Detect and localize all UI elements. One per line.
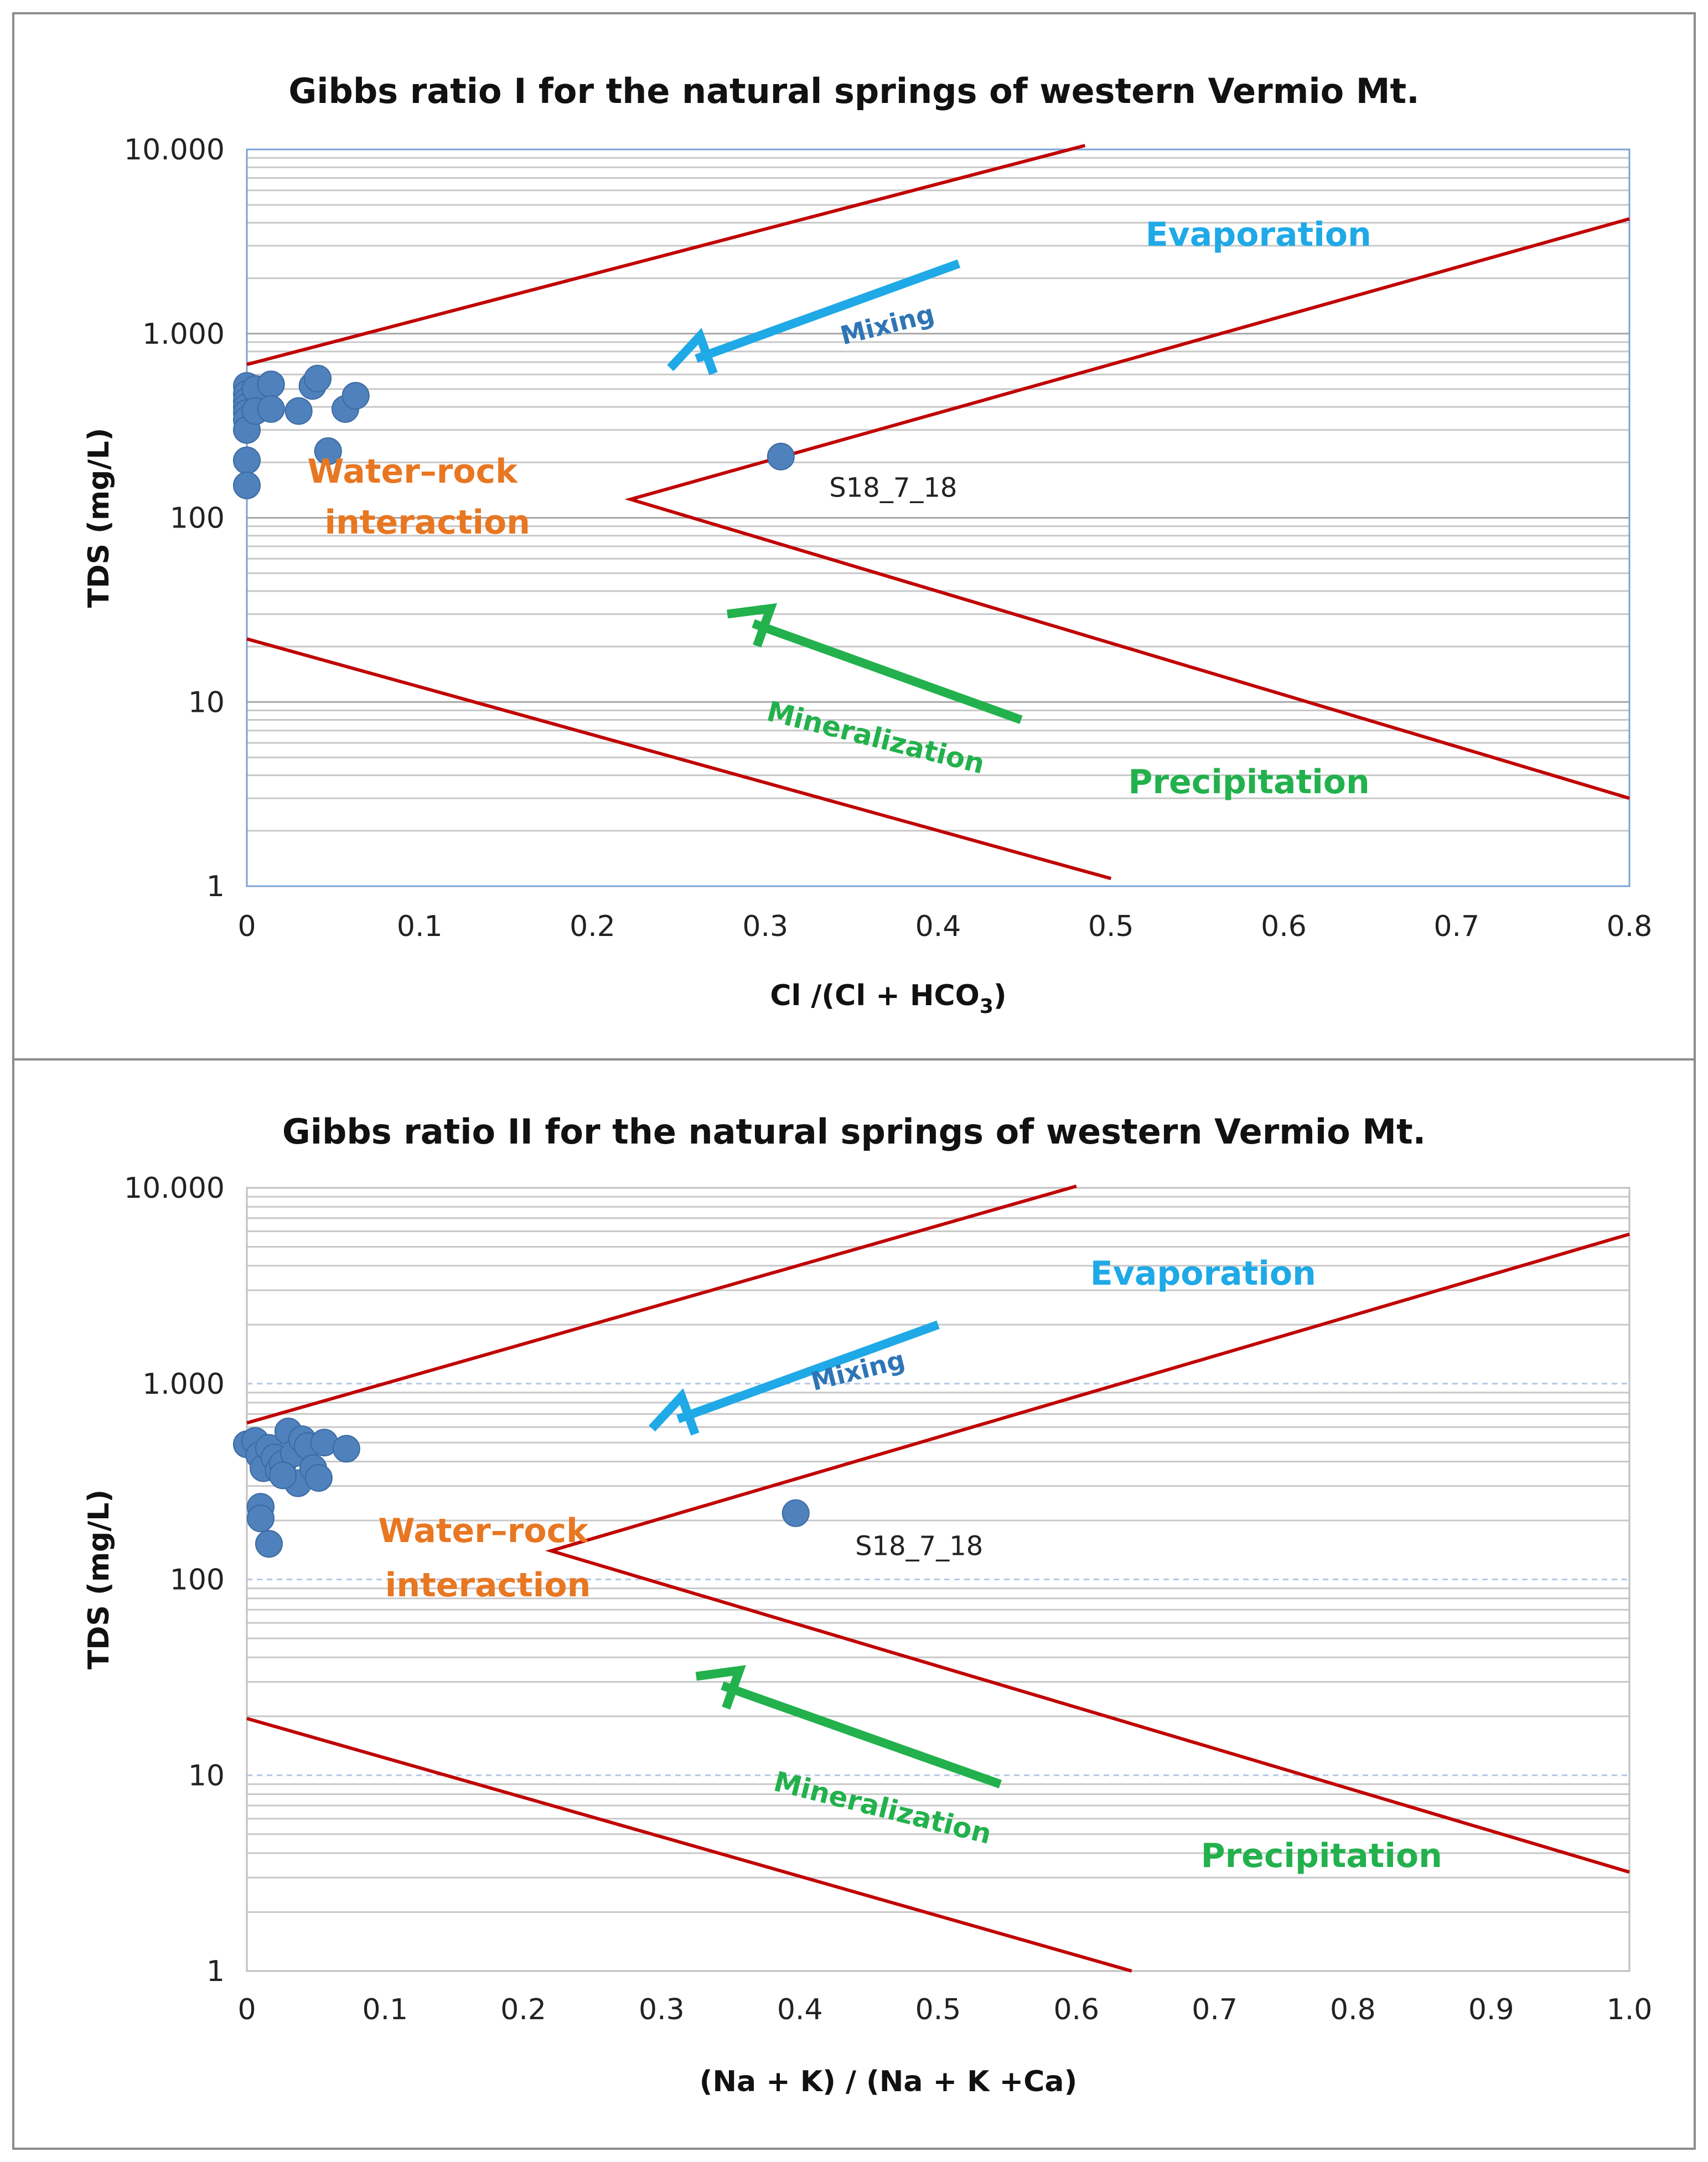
c1-y-tick-label: 1.000 bbox=[142, 318, 225, 351]
c2-spring-point bbox=[304, 1464, 333, 1492]
c2-spring-point bbox=[255, 1530, 283, 1558]
c1-trend-arrow-1 bbox=[667, 259, 961, 375]
c2-x-tick-label: 0.9 bbox=[1468, 1993, 1514, 2026]
c1-spring-point bbox=[314, 437, 342, 465]
c1-x-tick-label: 0 bbox=[237, 910, 256, 943]
c2-trend-arrow-2 bbox=[695, 1665, 1002, 1788]
c1-x-tick-label: 0.2 bbox=[570, 910, 615, 943]
c1-arrow-head bbox=[727, 603, 778, 648]
c2-annotation-water-rock: Water–rock bbox=[378, 1512, 589, 1550]
c2-spring-point bbox=[332, 1435, 360, 1463]
c2-annotation-precipitation: Precipitation bbox=[1201, 1837, 1442, 1875]
c1-annotation-interaction: interaction bbox=[325, 503, 530, 542]
c2-arrow-head bbox=[695, 1665, 746, 1710]
c2-x-tick-label: 0 bbox=[237, 1993, 256, 2026]
c1-spring-point bbox=[284, 397, 313, 425]
c2-gibbs-boundary-line-3 bbox=[246, 1716, 1132, 1973]
c1-annotation-water-rock: Water–rock bbox=[307, 452, 519, 491]
c1-x-tick-label: 0.8 bbox=[1607, 910, 1653, 943]
c2-annotation-interaction: interaction bbox=[385, 1566, 591, 1605]
c2-x-tick-label: 0.1 bbox=[362, 1993, 408, 2026]
c2-x-tick-label: 0.2 bbox=[500, 1993, 546, 2026]
chart-panel-gibbs-ratio-1: 1 10 100 1.000 10.000 0 0.1 0.2 0.3 0.4 0.5 0.6 0.7 0… bbox=[12, 12, 1696, 1065]
c2-y-axis-label: TDS (mg/L) bbox=[82, 1489, 116, 1669]
c1-x-tick-label: 0.4 bbox=[915, 910, 961, 943]
c1-y-tick-label: 10 bbox=[188, 686, 225, 719]
c1-x-axis-label: Cl /(Cl + HCO3) bbox=[770, 979, 1006, 1018]
c1-point-label-s18-7-18: S18_7_18 bbox=[829, 473, 957, 504]
c1-gibbs-boundary-line-3 bbox=[246, 637, 1112, 881]
c2-plot-area-border bbox=[246, 1187, 1631, 1972]
c2-spring-point bbox=[246, 1504, 275, 1533]
c1-spring-point bbox=[341, 381, 370, 410]
c2-chart-title: Gibbs ratio II for the natural springs o… bbox=[282, 1111, 1426, 1152]
c1-arrow-shaft bbox=[752, 619, 1023, 725]
c2-trend-arrow-1 bbox=[649, 1320, 940, 1436]
c2-spring-points bbox=[233, 1418, 810, 1558]
c1-x-tick-label: 0.7 bbox=[1433, 910, 1479, 943]
c2-arrow-shaft bbox=[676, 1320, 940, 1424]
gibbs-ratio-1-chart: 1 10 100 1.000 10.000 0 0.1 0.2 0.3 0.4 0.5 0.6 0.7 0… bbox=[82, 71, 1653, 1018]
c2-y-tick-label: 1 bbox=[206, 1955, 225, 1988]
c2-x-axis-label: (Na + K) / (Na + K +Ca) bbox=[700, 2065, 1078, 2098]
c2-y-tick-label: 1.000 bbox=[142, 1368, 225, 1401]
c1-y-tick-label: 10.000 bbox=[124, 133, 225, 167]
c2-y-tick-label: 100 bbox=[170, 1564, 225, 1597]
c1-x-tick-label: 0.5 bbox=[1088, 910, 1134, 943]
c1-chart-title: Gibbs ratio I for the natural springs of… bbox=[288, 71, 1419, 111]
c1-annotation-evaporation: Evaporation bbox=[1146, 215, 1371, 254]
c2-point-label-s18-7-18: S18_7_18 bbox=[855, 1531, 983, 1562]
c1-spring-points bbox=[233, 364, 795, 499]
c2-spring-point bbox=[268, 1461, 297, 1489]
c2-x-tick-label: 0.6 bbox=[1053, 1993, 1099, 2026]
c2-x-tick-label: 0.5 bbox=[915, 1993, 961, 2026]
c1-annotation-precipitation: Precipitation bbox=[1128, 763, 1369, 801]
c2-arrow-shaft bbox=[721, 1681, 1002, 1788]
c2-annotation-mineralization: Mineralization bbox=[770, 1765, 995, 1850]
c2-spring-point bbox=[781, 1499, 810, 1527]
c2-x-tick-label: 0.8 bbox=[1330, 1993, 1376, 2026]
c1-x-tick-label: 0.1 bbox=[397, 910, 443, 943]
c1-spring-point bbox=[304, 364, 332, 392]
c1-gibbs-boundary-line-1 bbox=[246, 143, 1086, 366]
c1-spring-point bbox=[233, 471, 261, 499]
c2-gibbs-boundary-line-2 bbox=[545, 1232, 1630, 1874]
c2-annotation-evaporation: Evaporation bbox=[1090, 1254, 1316, 1293]
c2-arrow-head bbox=[649, 1388, 700, 1436]
c2-x-tick-label: 0.4 bbox=[777, 1993, 823, 2026]
c2-x-tick-label: 1.0 bbox=[1607, 1993, 1653, 2026]
c1-trend-arrow-2 bbox=[727, 603, 1023, 725]
c1-y-tick-label: 100 bbox=[170, 502, 225, 535]
c2-y-tick-label: 10.000 bbox=[124, 1172, 225, 1205]
c1-plot-area-border bbox=[246, 148, 1631, 887]
c1-x-tick-label: 0.3 bbox=[742, 910, 788, 943]
c1-x-tick-label: 0.6 bbox=[1261, 910, 1307, 943]
c1-y-tick-label: 1 bbox=[206, 870, 225, 903]
c1-arrow-shaft bbox=[695, 259, 961, 363]
c1-annotation-mineralization: Mineralization bbox=[764, 695, 988, 780]
c1-gibbs-boundary-line-2 bbox=[624, 217, 1630, 800]
c1-y-axis-label: TDS (mg/L) bbox=[82, 428, 116, 608]
gibbs-ratio-2-chart: 1 10 100 1.000 10.000 0 0.1 0.2 0.3 0.4 0.5 0.6 0.7 0… bbox=[82, 1111, 1653, 2098]
c1-gridlines bbox=[247, 148, 1629, 887]
c1-spring-point bbox=[257, 395, 285, 423]
c2-y-tick-label: 10 bbox=[188, 1759, 225, 1792]
c2-x-tick-label: 0.3 bbox=[639, 1993, 685, 2026]
c2-gibbs-boundary-line-1 bbox=[246, 1185, 1077, 1425]
c2-x-tick-label: 0.7 bbox=[1192, 1993, 1238, 2026]
c1-spring-point bbox=[233, 446, 261, 474]
c1-arrow-head bbox=[667, 328, 718, 375]
c1-spring-point bbox=[257, 370, 285, 399]
chart-panel-gibbs-ratio-2: 1 10 100 1.000 10.000 0 0.1 0.2 0.3 0.4 0.5 0.6 0.7 0… bbox=[12, 1058, 1696, 2150]
c1-spring-point bbox=[767, 442, 795, 470]
